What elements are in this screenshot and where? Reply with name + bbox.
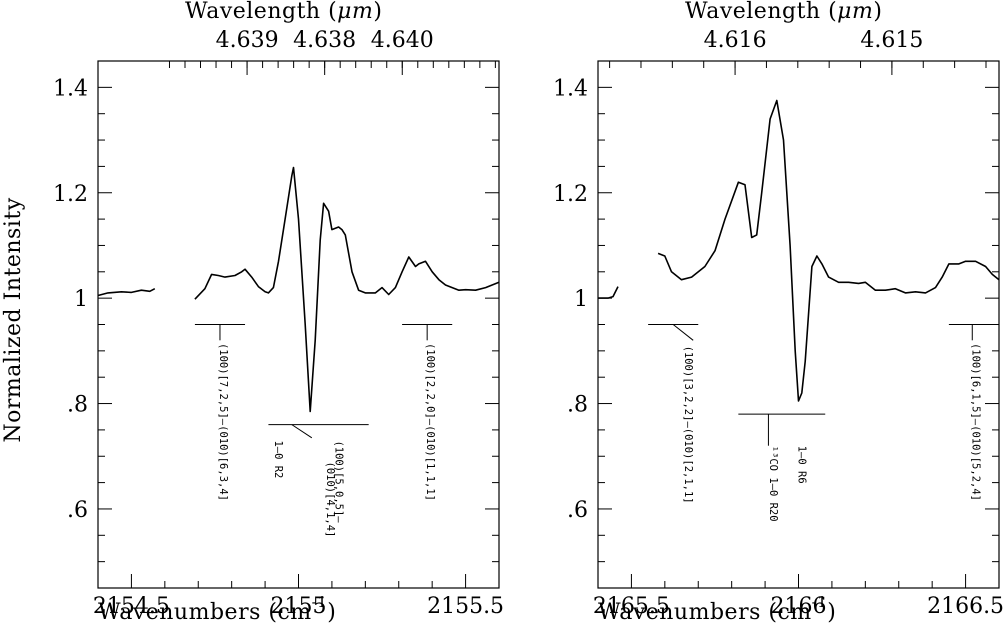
x-tick-label: 2155	[271, 594, 327, 619]
svg-text:Wavenumbers (cm-1): Wavenumbers (cm-1)	[98, 593, 336, 625]
line-marker-stem	[291, 424, 313, 439]
top-tick-label: 4.640	[371, 28, 434, 53]
transition-label: 1–0 R2	[272, 440, 284, 478]
y-tick-label: .6	[67, 498, 88, 523]
right-panel: .6 .8 1 1.2 1.4 2165.5 2166 2166.5 4.616 4.615 (10…	[553, 28, 1004, 619]
y-tick-label: 1.2	[53, 182, 88, 207]
y-tick-label: .6	[567, 498, 588, 523]
y-tick-label: 1.4	[53, 76, 88, 101]
spectrum-line	[598, 286, 619, 299]
transition-label: (100)[2,2,0]–(010)[1,1,1]	[424, 343, 436, 501]
top-tick-label: 4.639	[216, 28, 279, 53]
x-tick-label: 2166.5	[927, 594, 1004, 619]
spectrum-line	[97, 287, 156, 297]
y-tick-label: 1.4	[553, 76, 588, 101]
top-axis-title-right: Wavelength (μm)	[685, 0, 882, 24]
y-tick-label: 1	[74, 287, 88, 312]
transition-label: (100)[6,1,5]–(010)[5,2,4]	[969, 343, 981, 501]
svg-text:Wavenumbers (cm-1): Wavenumbers (cm-1)	[598, 593, 836, 625]
y-tick-label: .8	[567, 393, 588, 418]
x-tick-label: 2166	[771, 594, 827, 619]
x-tick-label: 2154.5	[93, 594, 170, 619]
y-tick-label: 1.2	[553, 182, 588, 207]
transition-label: (100)[7,2,5]–(010)[6,3,4]	[217, 343, 229, 501]
top-tick-label: 4.616	[704, 28, 767, 53]
transition-label: ¹³CO 1–0 R20	[767, 446, 779, 522]
transition-label: 1–0 R6	[796, 446, 808, 484]
top-tick-label: 4.638	[293, 28, 356, 53]
spectrum-line	[194, 166, 500, 413]
line-marker-stem	[672, 324, 694, 341]
y-tick-label: 1	[574, 287, 588, 312]
y-axis-title: Normalized Intensity	[1, 197, 26, 442]
transition-label: (100)[3,2,2]–(010)[2,1,1]	[682, 346, 694, 504]
svg-text:Wavelength (μm): Wavelength (μm)	[185, 0, 382, 24]
left-panel: .6 .8 1 1.2 1.4 2154.5 2155 2155.5 4.640 4.639 4.6…	[53, 28, 504, 619]
y-tick-label: .8	[67, 393, 88, 418]
transition-label: (010)[4,1,4]	[324, 462, 336, 538]
x-axis-title-left: Wavenumbers (cm-1)	[98, 593, 336, 625]
top-tick-label: 4.615	[860, 28, 923, 53]
x-tick-label: 2165.5	[593, 594, 670, 619]
spectrum-line	[657, 99, 1000, 402]
svg-text:Wavelength (μm): Wavelength (μm)	[685, 0, 882, 24]
x-axis-title-right: Wavenumbers (cm-1)	[598, 593, 836, 625]
x-tick-label: 2155.5	[427, 594, 504, 619]
transition-label: (100)[5,0,5]–	[332, 440, 344, 523]
top-axis-title-left: Wavelength (μm)	[185, 0, 382, 24]
